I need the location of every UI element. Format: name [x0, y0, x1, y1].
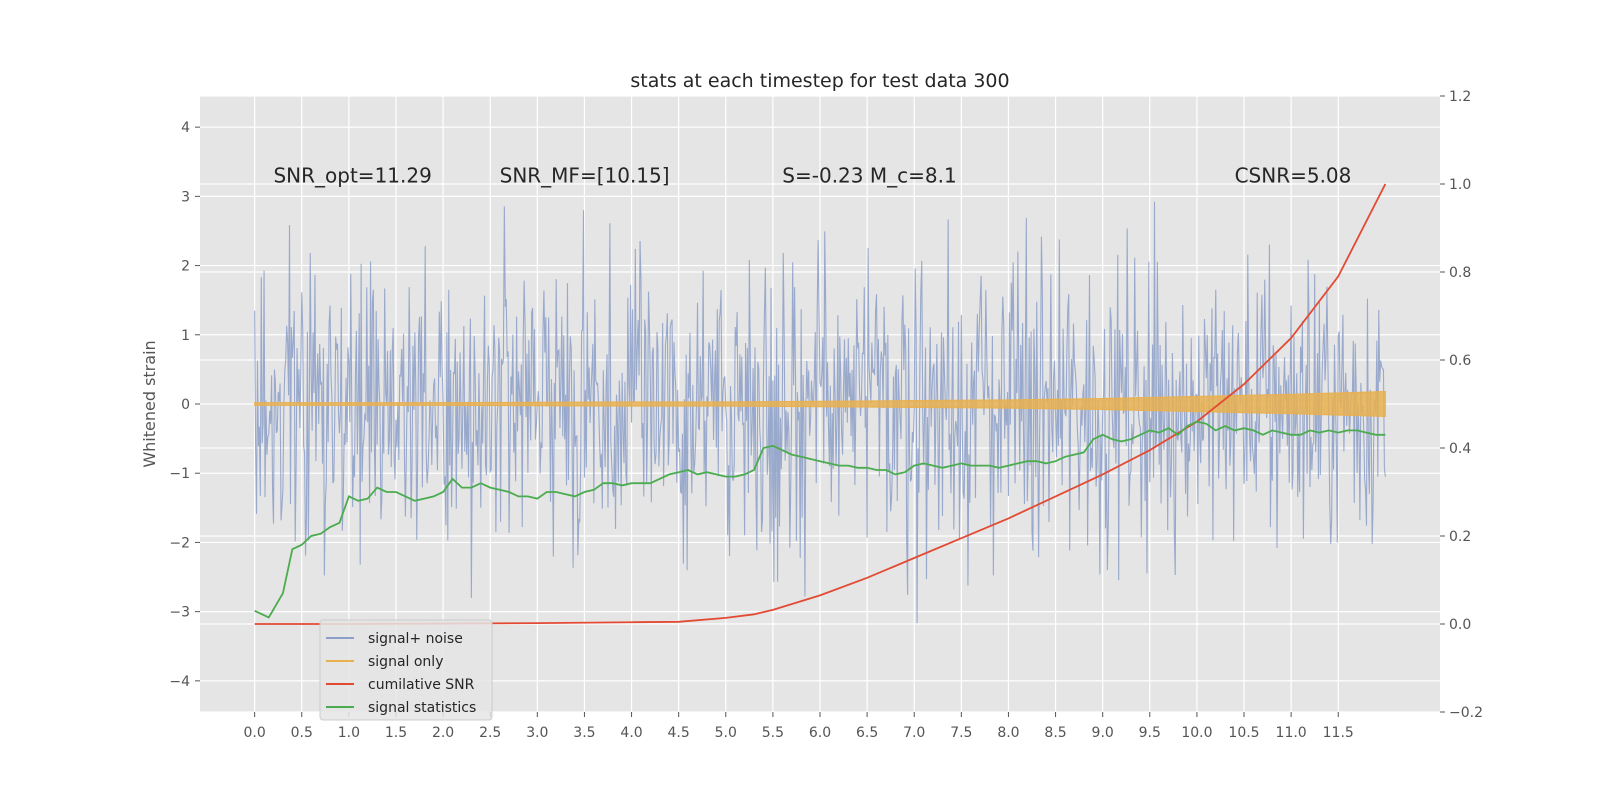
- y-tick-label: 3: [181, 189, 190, 205]
- legend-label: signal only: [368, 654, 443, 670]
- y2-tick-label: 0.2: [1449, 529, 1471, 545]
- x-tick-label: 11.0: [1276, 725, 1307, 741]
- x-tick-label: 0.0: [244, 725, 266, 741]
- x-tick-label: 6.5: [856, 725, 878, 741]
- series-group: [254, 183, 1387, 625]
- annotations: SNR_opt=11.29 SNR_MF=[10.15] S=-0.23 M_c=8…: [273, 164, 1351, 188]
- annotation-snr-opt: SNR_opt=11.29: [273, 164, 431, 188]
- series-signal-noise-line: [254, 201, 1386, 624]
- y-tick-label: 2: [181, 259, 190, 275]
- y2-tick-label: −0.2: [1449, 705, 1483, 721]
- x-tick-label: 9.0: [1092, 725, 1114, 741]
- y-tick-label: −3: [169, 605, 190, 621]
- x-tick-label: 5.5: [762, 725, 784, 741]
- chart-title: stats at each timestep for test data 300: [630, 70, 1009, 92]
- series-signal-statistics-line: [254, 420, 1386, 619]
- x-tick-label: 6.0: [809, 725, 831, 741]
- y2-tick-label: 1.0: [1449, 177, 1471, 193]
- x-tick-label: 8.5: [1044, 725, 1066, 741]
- y-tick-label: 1: [181, 328, 190, 344]
- y2-tick-label: 0.8: [1449, 265, 1471, 281]
- x-tick-label: 8.0: [997, 725, 1019, 741]
- x-tick-label: 3.0: [526, 725, 548, 741]
- x-tick-label: 9.5: [1139, 725, 1161, 741]
- legend-label: signal+ noise: [368, 631, 463, 647]
- x-tick-label: 2.5: [479, 725, 501, 741]
- x-tick-label: 3.5: [573, 725, 595, 741]
- y-tick-label: −1: [169, 466, 190, 482]
- y-tick-label: −4: [169, 674, 190, 690]
- legend: signal+ noise signal only cumilative SNR si…: [319, 619, 493, 721]
- x-tick-label: 2.0: [432, 725, 454, 741]
- legend-label: cumilative SNR: [368, 677, 475, 693]
- x-tick-label: 10.0: [1181, 725, 1212, 741]
- x-tick-label: 1.5: [385, 725, 407, 741]
- series-cumulative-snr-line: [254, 183, 1387, 625]
- x-tick-label: 7.5: [950, 725, 972, 741]
- y2-tick-label: 1.2: [1449, 89, 1471, 105]
- axis-ticks: 0.0 0.5 1.0 1.5 2.0 2.5 3.0 3.5 4.0 4.5 5.0 5.5 6.0 6…: [169, 89, 1483, 741]
- y-tick-label: 4: [181, 120, 190, 136]
- x-tick-label: 10.5: [1228, 725, 1259, 741]
- y-tick-label: −2: [169, 535, 190, 551]
- y2-tick-label: 0.6: [1449, 353, 1471, 369]
- annotation-snr-mf: SNR_MF=[10.15]: [500, 164, 670, 188]
- annotation-s-mc: S=-0.23 M_c=8.1: [782, 164, 956, 188]
- annotation-csnr: CSNR=5.08: [1235, 164, 1352, 188]
- series-signal-only-band: [254, 391, 1386, 417]
- y-tick-label: 0: [181, 397, 190, 413]
- legend-label: signal statistics: [368, 700, 476, 716]
- legend-box: [319, 619, 493, 721]
- y2-tick-label: 0.4: [1449, 441, 1471, 457]
- x-tick-label: 5.0: [715, 725, 737, 741]
- x-tick-label: 4.5: [668, 725, 690, 741]
- x-tick-label: 11.5: [1323, 725, 1354, 741]
- y2-tick-label: 0.0: [1449, 617, 1471, 633]
- x-tick-label: 0.5: [291, 725, 313, 741]
- x-tick-label: 1.0: [338, 725, 360, 741]
- x-tick-label: 7.0: [903, 725, 925, 741]
- x-tick-label: 4.0: [620, 725, 642, 741]
- y-axis-label: Whitened strain: [140, 340, 159, 467]
